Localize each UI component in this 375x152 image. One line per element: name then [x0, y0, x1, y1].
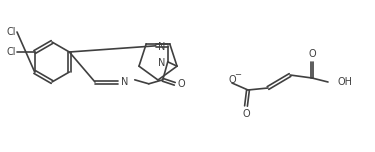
Text: OH: OH [338, 77, 353, 87]
Text: Cl: Cl [6, 27, 16, 37]
Text: N: N [158, 42, 166, 52]
Text: O: O [228, 75, 236, 85]
Text: O: O [308, 49, 316, 59]
Text: O: O [242, 109, 250, 119]
Text: O: O [178, 79, 185, 89]
Text: −: − [234, 71, 242, 79]
Text: Cl: Cl [6, 47, 16, 57]
Text: N: N [158, 58, 166, 68]
Text: N: N [121, 77, 128, 87]
